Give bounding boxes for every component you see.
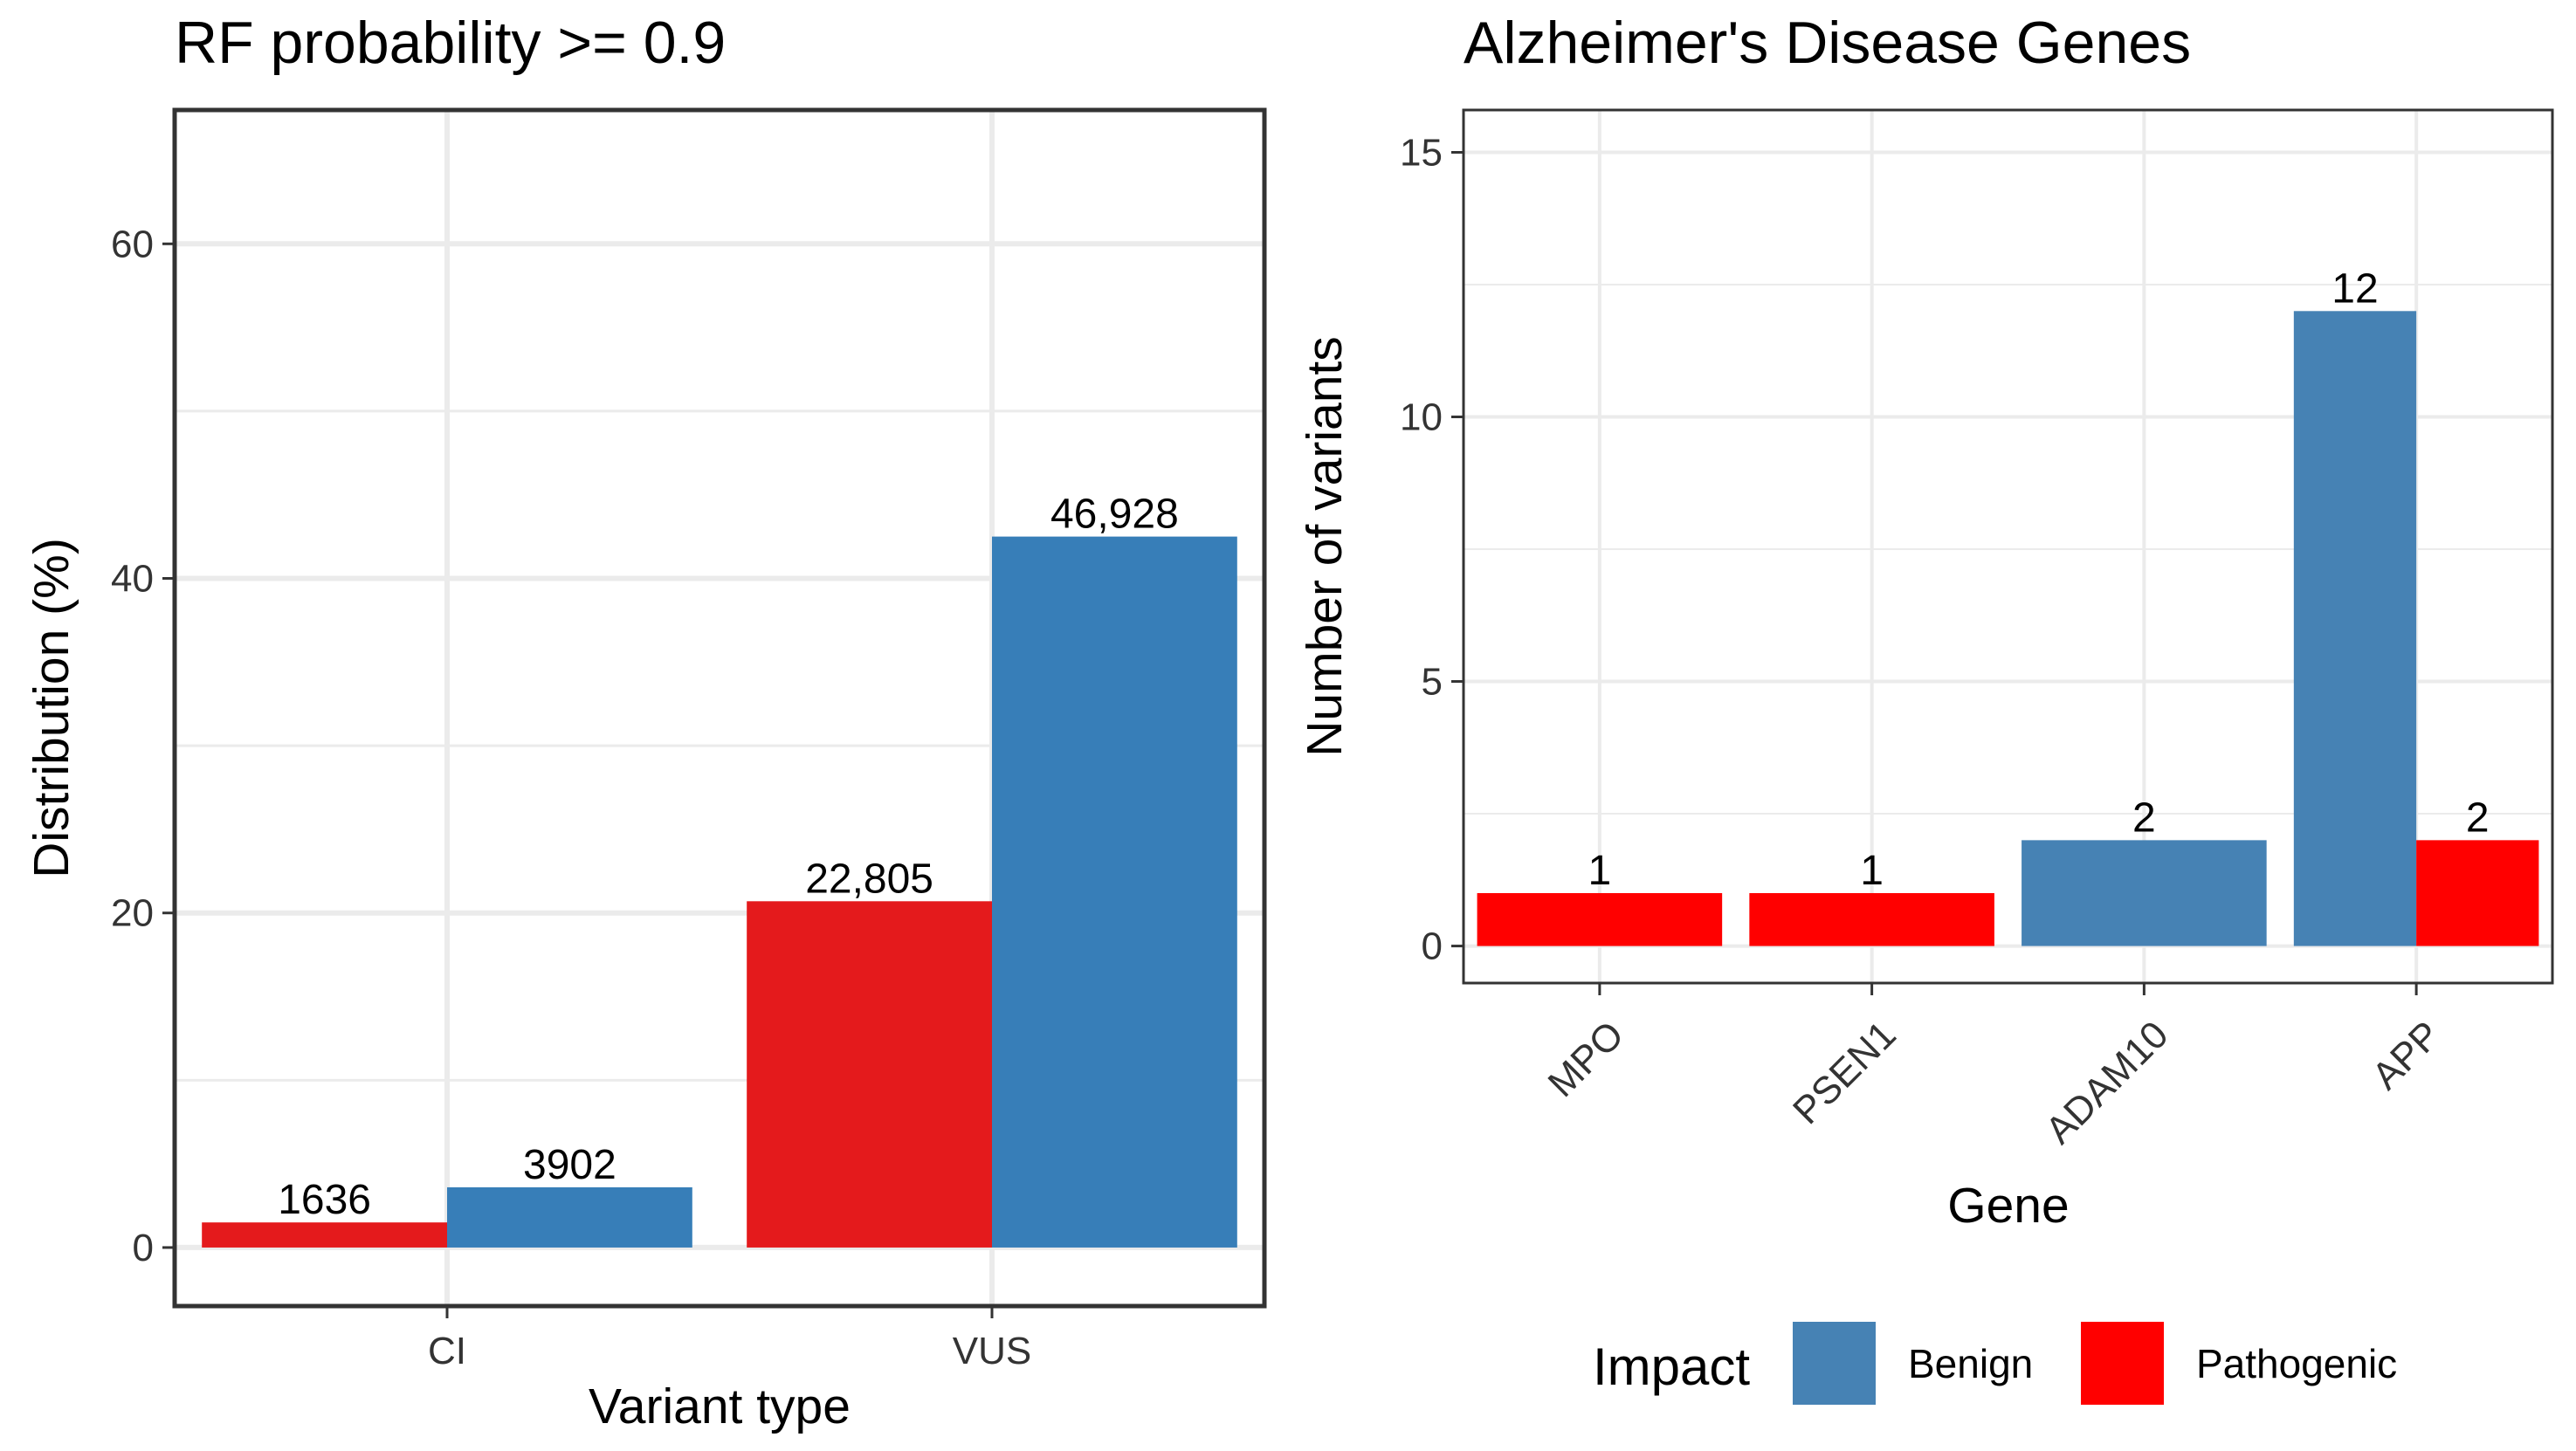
left-x-tick-label-vus: VUS	[953, 1330, 1031, 1372]
right-y-axis-ticks: 0 5 10 15	[1400, 131, 1464, 968]
bar-app-pathogenic	[2416, 840, 2539, 946]
bar-app-benign	[2293, 311, 2417, 946]
bar-ci-0	[202, 1222, 447, 1248]
legend: Impact Benign Pathogenic	[1593, 1322, 2397, 1405]
data-label-mpo-pathogenic: 1	[1588, 848, 1612, 894]
data-label-vus-0: 22,805	[805, 856, 933, 902]
legend-label-pathogenic: Pathogenic	[2196, 1341, 2397, 1386]
data-label-adam10-benign: 2	[2132, 794, 2156, 841]
legend-swatch-benign	[1793, 1322, 1876, 1405]
data-label-app-benign: 12	[2331, 265, 2378, 312]
left-x-axis-title: Variant type	[589, 1379, 851, 1434]
left-chart-title: RF probability >= 0.9	[175, 10, 726, 76]
left-y-axis-ticks: 0 20 40 60	[111, 223, 175, 1269]
bar-vus-0	[747, 901, 992, 1248]
data-label-ci-0: 1636	[278, 1177, 371, 1223]
left-data-labels: 1636 3902 22,805 46,928	[278, 492, 1179, 1224]
right-plot-border	[1462, 108, 2554, 985]
bar-psen1-pathogenic	[1749, 892, 1994, 946]
bar-ci-1	[447, 1186, 692, 1248]
left-y-tick-label: 20	[111, 892, 154, 935]
right-y-tick-label: 10	[1400, 396, 1443, 439]
data-label-psen1-pathogenic: 1	[1860, 848, 1884, 894]
data-label-app-pathogenic: 2	[2466, 794, 2490, 841]
right-y-tick-label: 5	[1422, 661, 1443, 704]
right-y-tick-label: 15	[1400, 131, 1443, 174]
right-y-axis-title: Number of variants	[1297, 336, 1353, 757]
bar-vus-1	[992, 536, 1237, 1248]
left-y-axis-title: Distribution (%)	[24, 538, 79, 878]
bar-adam10-benign	[2022, 840, 2267, 946]
bar-mpo-pathogenic	[1477, 892, 1723, 946]
left-bars	[202, 536, 1237, 1248]
left-y-tick-label: 60	[111, 223, 154, 265]
right-bars	[1477, 311, 2539, 946]
left-y-tick-label: 0	[133, 1227, 154, 1269]
left-y-tick-label: 40	[111, 558, 154, 601]
legend-swatch-pathogenic	[2081, 1322, 2164, 1405]
legend-title: Impact	[1593, 1338, 1750, 1396]
right-x-axis-title: Gene	[1947, 1178, 2069, 1234]
left-x-tick-label-ci: CI	[428, 1330, 466, 1372]
data-label-ci-1: 3902	[523, 1142, 616, 1188]
legend-label-benign: Benign	[1908, 1341, 2033, 1386]
left-plot-border	[172, 107, 1267, 1309]
data-label-vus-1: 46,928	[1050, 492, 1179, 538]
right-chart-title: Alzheimer's Disease Genes	[1464, 10, 2191, 76]
left-panel: RF probability >= 0.9 1636 3902 22,805 46,9…	[24, 10, 1267, 1434]
right-y-tick-label: 0	[1422, 925, 1443, 968]
left-x-axis-ticks: CI VUS	[428, 1306, 1031, 1372]
